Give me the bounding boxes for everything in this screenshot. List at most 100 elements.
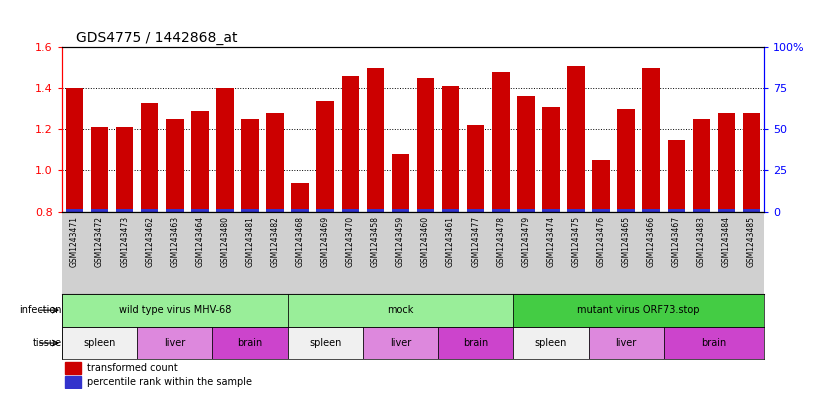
Text: infection: infection [19, 305, 61, 315]
Bar [513, 327, 588, 360]
Bar [91, 127, 108, 211]
Bar [66, 88, 83, 211]
Text: liver: liver [164, 338, 185, 348]
Bar [442, 86, 459, 211]
Text: liver: liver [615, 338, 637, 348]
Bar [166, 209, 183, 211]
Text: spleen: spleen [309, 338, 341, 348]
Text: GSM1243465: GSM1243465 [622, 216, 630, 267]
Bar [62, 294, 287, 327]
Bar [292, 209, 309, 211]
Bar [718, 209, 735, 211]
Text: tissue: tissue [32, 338, 61, 348]
Bar [417, 78, 434, 211]
Bar [141, 103, 159, 211]
Bar [241, 119, 259, 211]
Bar [542, 209, 560, 211]
Text: brain: brain [701, 338, 727, 348]
Text: GSM1243471: GSM1243471 [70, 216, 79, 266]
Text: GSM1243485: GSM1243485 [747, 216, 756, 266]
Bar [65, 362, 81, 374]
Text: GSM1243462: GSM1243462 [145, 216, 154, 266]
Bar [191, 111, 209, 211]
Bar [266, 113, 284, 211]
Text: brain: brain [237, 338, 263, 348]
Bar [392, 154, 409, 211]
Bar [216, 209, 234, 211]
Bar [492, 72, 510, 211]
Text: GSM1243473: GSM1243473 [120, 216, 129, 267]
Bar [588, 327, 664, 360]
Text: GSM1243475: GSM1243475 [572, 216, 581, 267]
Bar [743, 113, 760, 211]
Text: GSM1243472: GSM1243472 [95, 216, 104, 266]
Bar [241, 209, 259, 211]
Bar [592, 160, 610, 211]
Text: GSM1243461: GSM1243461 [446, 216, 455, 266]
Bar [542, 107, 560, 211]
Text: GSM1243466: GSM1243466 [647, 216, 656, 267]
Bar [216, 88, 234, 211]
Text: GSM1243459: GSM1243459 [396, 216, 405, 267]
Bar [392, 209, 409, 211]
Bar [116, 127, 134, 211]
Text: GSM1243464: GSM1243464 [196, 216, 204, 267]
Text: GSM1243476: GSM1243476 [596, 216, 605, 267]
Text: wild type virus MHV-68: wild type virus MHV-68 [119, 305, 231, 315]
Bar [743, 209, 760, 211]
Bar [667, 140, 685, 211]
Text: mock: mock [387, 305, 414, 315]
Text: GSM1243478: GSM1243478 [496, 216, 506, 266]
Bar [617, 109, 635, 211]
Bar [567, 209, 585, 211]
Text: spleen: spleen [534, 338, 567, 348]
Text: GSM1243481: GSM1243481 [245, 216, 254, 266]
Text: mutant virus ORF73.stop: mutant virus ORF73.stop [577, 305, 700, 315]
Bar [438, 327, 513, 360]
Bar [442, 209, 459, 211]
Bar [316, 101, 334, 211]
Text: GSM1243467: GSM1243467 [672, 216, 681, 267]
Text: percentile rank within the sample: percentile rank within the sample [87, 376, 252, 387]
Bar [667, 209, 685, 211]
Text: transformed count: transformed count [87, 364, 178, 373]
Text: GSM1243474: GSM1243474 [547, 216, 555, 267]
Bar [417, 209, 434, 211]
Text: GSM1243468: GSM1243468 [296, 216, 305, 266]
Text: GSM1243477: GSM1243477 [471, 216, 480, 267]
Bar [137, 327, 212, 360]
Bar [316, 209, 334, 211]
Bar [292, 183, 309, 211]
Bar [66, 209, 83, 211]
Bar [617, 209, 635, 211]
Bar [517, 209, 534, 211]
Bar [567, 66, 585, 211]
Bar [91, 209, 108, 211]
Text: GSM1243480: GSM1243480 [221, 216, 230, 266]
Bar [692, 209, 710, 211]
Bar [65, 376, 81, 387]
Text: GSM1243469: GSM1243469 [320, 216, 330, 267]
Bar [664, 327, 764, 360]
Bar [116, 209, 134, 211]
Bar [341, 209, 359, 211]
Bar [266, 209, 284, 211]
Text: spleen: spleen [83, 338, 116, 348]
Text: GSM1243458: GSM1243458 [371, 216, 380, 266]
Text: GSM1243479: GSM1243479 [521, 216, 530, 267]
Bar [367, 68, 384, 211]
Bar [212, 327, 287, 360]
Text: GSM1243463: GSM1243463 [170, 216, 179, 267]
Text: GDS4775 / 1442868_at: GDS4775 / 1442868_at [76, 31, 238, 45]
Bar [692, 119, 710, 211]
Bar [643, 68, 660, 211]
Text: GSM1243460: GSM1243460 [421, 216, 430, 267]
Bar [191, 209, 209, 211]
Bar [517, 96, 534, 211]
Bar [467, 209, 485, 211]
Text: brain: brain [463, 338, 488, 348]
Bar [592, 209, 610, 211]
Bar [287, 327, 363, 360]
Bar [513, 294, 764, 327]
Bar [467, 125, 485, 211]
